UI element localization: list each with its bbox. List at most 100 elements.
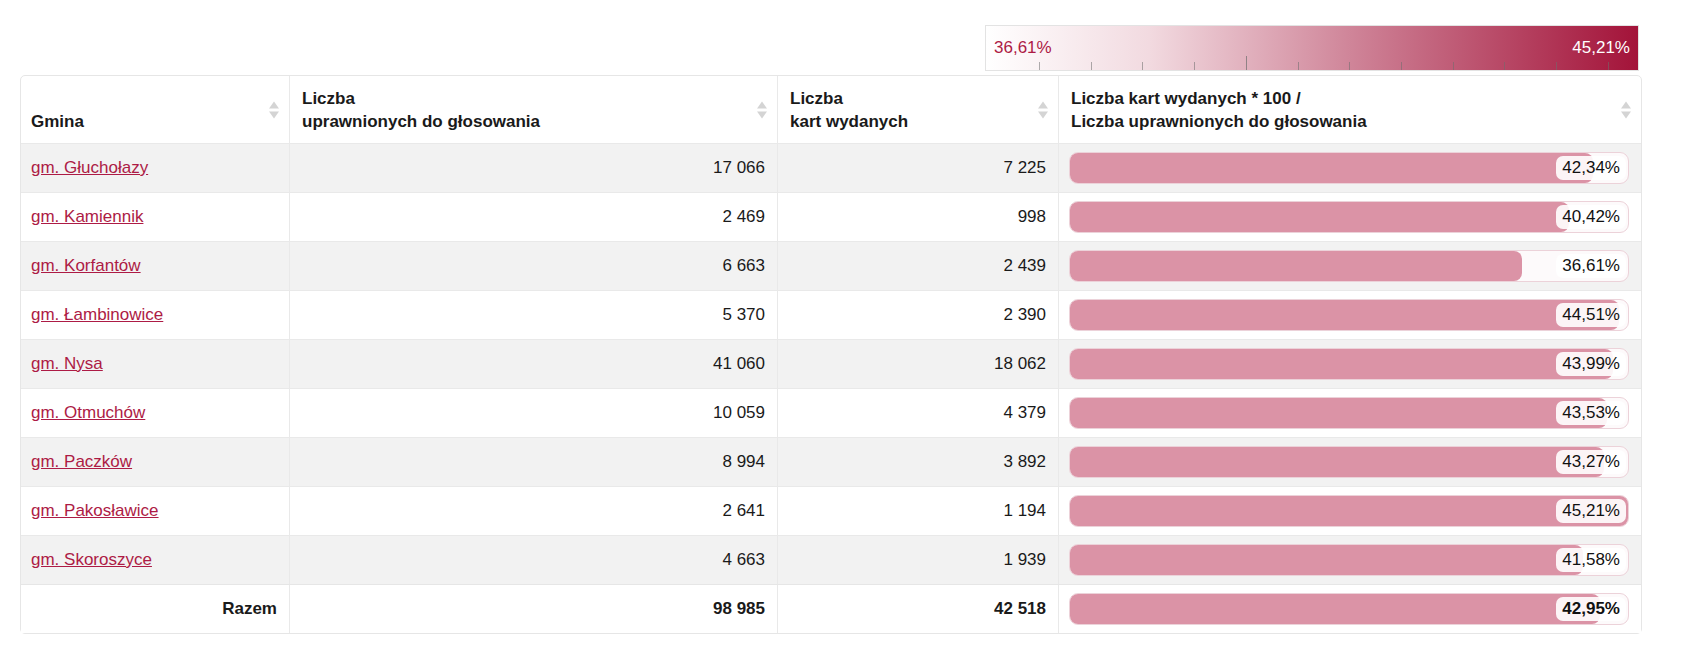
municipality-link[interactable]: gm. Kamiennik: [31, 207, 143, 227]
turnout-bar-fill: [1070, 202, 1569, 232]
legend-tick: [1091, 62, 1092, 70]
legend-tick: [1194, 62, 1195, 70]
table-row: gm. Łambinowice 5 370 2 390 44,51%: [21, 290, 1641, 339]
turnout-bar: 43,53%: [1069, 397, 1629, 429]
table-row: gm. Kamiennik 2 469 998 40,42%: [21, 192, 1641, 241]
total-turnout-cell: 42,95%: [1059, 585, 1641, 633]
turnout-bar: 40,42%: [1069, 201, 1629, 233]
municipality-cell: gm. Głuchołazy: [21, 144, 290, 192]
cards-issued-cell: 4 379: [778, 389, 1059, 437]
municipality-link[interactable]: gm. Głuchołazy: [31, 158, 148, 178]
eligible-voters-cell: 2 469: [290, 193, 778, 241]
municipality-link[interactable]: gm. Łambinowice: [31, 305, 163, 325]
cards-issued-cell: 1 194: [778, 487, 1059, 535]
turnout-bar: 41,58%: [1069, 544, 1629, 576]
municipality-link[interactable]: gm. Skoroszyce: [31, 550, 152, 570]
legend-tick: [1556, 62, 1557, 70]
turnout-color-scale-legend: 36,61% 45,21%: [985, 25, 1639, 71]
municipality-link[interactable]: gm. Pakosławice: [31, 501, 159, 521]
eligible-voters-cell: 6 663: [290, 242, 778, 290]
cards-issued-cell: 1 939: [778, 536, 1059, 584]
turnout-bar-fill: [1070, 398, 1607, 428]
table-row: gm. Nysa 41 060 18 062 43,99%: [21, 339, 1641, 388]
turnout-value-label: 40,42%: [1556, 205, 1626, 229]
turnout-value-label: 43,53%: [1556, 401, 1626, 425]
total-cards-cell: 42 518: [778, 585, 1059, 633]
turnout-bar-fill: [1070, 545, 1583, 575]
turnout-value-label: 43,99%: [1556, 352, 1626, 376]
legend-tick: [1608, 62, 1609, 70]
turnout-value-label: 41,58%: [1556, 548, 1626, 572]
column-header-gmina[interactable]: Gmina: [21, 76, 290, 143]
municipality-link[interactable]: gm. Paczków: [31, 452, 132, 472]
table-body: gm. Głuchołazy 17 066 7 225 42,34% gm. K…: [21, 143, 1641, 584]
legend-tick: [1453, 62, 1454, 70]
sort-icon[interactable]: [757, 101, 767, 118]
turnout-value-label: 42,95%: [1556, 597, 1626, 621]
turnout-cell: 43,53%: [1059, 389, 1641, 437]
eligible-voters-cell: 17 066: [290, 144, 778, 192]
turnout-cell: 40,42%: [1059, 193, 1641, 241]
cards-issued-cell: 2 390: [778, 291, 1059, 339]
legend-tick: [1504, 62, 1505, 70]
legend-tick: [1401, 62, 1402, 70]
municipality-cell: gm. Łambinowice: [21, 291, 290, 339]
table-row: gm. Otmuchów 10 059 4 379 43,53%: [21, 388, 1641, 437]
total-label-cell: Razem: [21, 585, 290, 633]
legend-ticks: [986, 26, 1638, 70]
municipality-link[interactable]: gm. Otmuchów: [31, 403, 145, 423]
turnout-bar-fill: [1070, 349, 1613, 379]
table-row: gm. Głuchołazy 17 066 7 225 42,34%: [21, 143, 1641, 192]
turnout-bar-fill: [1070, 594, 1600, 624]
table-row: gm. Skoroszyce 4 663 1 939 41,58%: [21, 535, 1641, 584]
turnout-value-label: 43,27%: [1556, 450, 1626, 474]
turnout-value-label: 45,21%: [1556, 499, 1626, 523]
turnout-bar: 43,27%: [1069, 446, 1629, 478]
turnout-value-label: 42,34%: [1556, 156, 1626, 180]
sort-icon[interactable]: [269, 101, 279, 118]
turnout-cell: 43,27%: [1059, 438, 1641, 486]
turnout-bar: 45,21%: [1069, 495, 1629, 527]
column-header-cards-issued[interactable]: Liczbakart wydanych: [778, 76, 1059, 143]
sort-icon[interactable]: [1621, 101, 1631, 118]
turnout-cell: 41,58%: [1059, 536, 1641, 584]
total-eligible-cell: 98 985: [290, 585, 778, 633]
eligible-voters-cell: 10 059: [290, 389, 778, 437]
turnout-cell: 44,51%: [1059, 291, 1641, 339]
legend-tick: [1349, 62, 1350, 70]
turnout-value-label: 44,51%: [1556, 303, 1626, 327]
total-row: Razem 98 985 42 518 42,95%: [21, 584, 1641, 633]
table-header-row: Gmina Liczbauprawnionych do głosowania L…: [21, 76, 1641, 143]
turnout-bar: 44,51%: [1069, 299, 1629, 331]
table-row: gm. Pakosławice 2 641 1 194 45,21%: [21, 486, 1641, 535]
municipality-link[interactable]: gm. Korfantów: [31, 256, 141, 276]
turnout-bar-fill: [1070, 300, 1619, 330]
turnout-bar: 42,34%: [1069, 152, 1629, 184]
sort-icon[interactable]: [1038, 101, 1048, 118]
turnout-value-label: 36,61%: [1556, 254, 1626, 278]
cards-issued-cell: 998: [778, 193, 1059, 241]
turnout-bar-fill: [1070, 251, 1522, 281]
municipality-cell: gm. Paczków: [21, 438, 290, 486]
municipality-cell: gm. Korfantów: [21, 242, 290, 290]
turnout-bar-fill: [1070, 153, 1593, 183]
eligible-voters-cell: 5 370: [290, 291, 778, 339]
legend-tick: [1039, 62, 1040, 70]
cards-issued-cell: 18 062: [778, 340, 1059, 388]
column-header-eligible-label: Liczbauprawnionych do głosowania: [302, 87, 540, 133]
column-header-eligible-voters[interactable]: Liczbauprawnionych do głosowania: [290, 76, 778, 143]
turnout-bar: 36,61%: [1069, 250, 1629, 282]
turnout-bar: 42,95%: [1069, 593, 1629, 625]
eligible-voters-cell: 2 641: [290, 487, 778, 535]
turnout-cell: 43,99%: [1059, 340, 1641, 388]
municipality-link[interactable]: gm. Nysa: [31, 354, 103, 374]
table-row: gm. Korfantów 6 663 2 439 36,61%: [21, 241, 1641, 290]
legend-tick: [1246, 56, 1247, 70]
cards-issued-cell: 2 439: [778, 242, 1059, 290]
column-header-turnout-percent[interactable]: Liczba kart wydanych * 100 /Liczba upraw…: [1059, 76, 1641, 143]
eligible-voters-cell: 8 994: [290, 438, 778, 486]
turnout-cell: 36,61%: [1059, 242, 1641, 290]
legend-tick: [1142, 62, 1143, 70]
table-row: gm. Paczków 8 994 3 892 43,27%: [21, 437, 1641, 486]
page: 36,61% 45,21% Gmina Liczbauprawnionych d…: [0, 0, 1702, 665]
